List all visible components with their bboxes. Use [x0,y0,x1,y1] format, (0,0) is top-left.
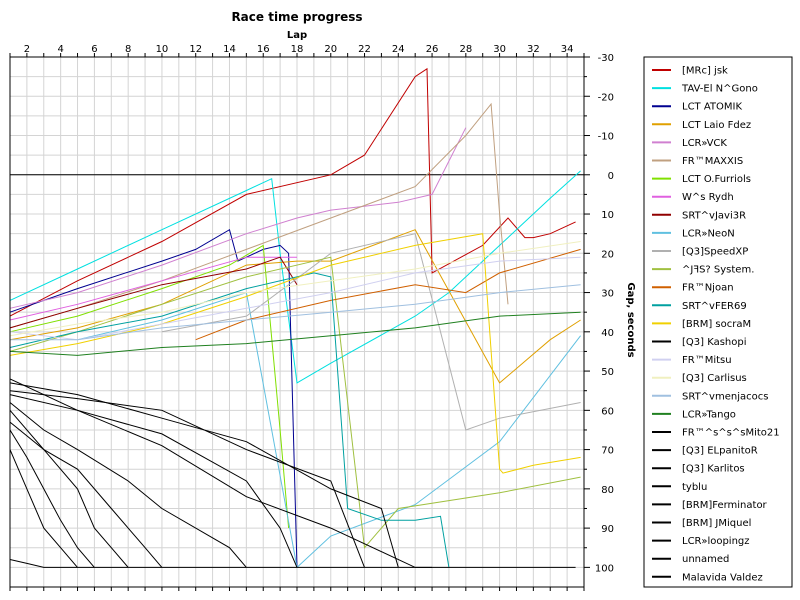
series-line-13 [9,272,450,568]
x-tick-label: 6 [91,44,97,55]
legend-label: [Q3] Karlitos [682,464,745,475]
legend-label: unnamed [682,554,729,565]
legend-label: LCT O.Furriols [682,174,751,185]
y-tick-label: 10 [601,210,614,221]
series-line-6 [9,244,290,529]
x-tick-label: 14 [223,44,236,55]
x-tick-label: 20 [324,44,337,55]
legend-label: Malavida Valdez [682,572,763,583]
legend-label: LCT Laio Fdez [682,120,751,131]
series-line-22 [9,394,298,568]
series-line-23 [9,402,247,568]
series-line-8 [9,256,298,329]
legend-label: SRT^vmenjacocs [682,391,768,402]
series-line-2 [9,228,298,568]
series-line-4 [9,127,467,309]
series-line-11 [9,256,581,549]
y-tick-label: -30 [598,53,614,64]
legend-label: LCR»VCK [682,138,727,149]
series-line-17 [9,241,581,337]
legend-label: LCR»loopingz [682,536,750,547]
series-line-0 [9,67,576,317]
legend-label: [BRM]Ferminator [682,500,768,511]
x-tick-label: 18 [291,44,304,55]
legend-label: FR™Njoan [682,283,734,294]
series-line-5 [9,102,509,329]
y-tick-label: 20 [601,249,614,260]
legend: [MRc] jsk TAV-El N^Gono LCT ATOMIK LCT Laio… [643,56,793,588]
y-tick-label: 30 [601,289,614,300]
legend-label: [BRM] JMiquel [682,518,751,529]
series-line-27 [9,449,78,568]
y-tick-label: 70 [601,446,614,457]
series-line-19 [9,311,581,356]
legend-label: TAV-El N^Gono [681,84,758,95]
x-tick-label: 30 [493,44,506,55]
series-line-7 [9,256,297,321]
y-tick-label: 60 [601,406,614,417]
x-tick-label: 32 [527,44,540,55]
x-axis-label: Lap [287,30,307,41]
legend-label: [BRM] socraM [682,319,751,330]
x-tick-label: 2 [24,44,30,55]
legend-label: LCR»Tango [682,409,736,420]
y-tick-label: 50 [601,367,614,378]
legend-label: [Q3] Carlisus [682,373,747,384]
y-tick-label: 0 [608,171,614,182]
y-ticks: -30 -20 -10 0 10 20 30 40 50 60 70 80 90 100 [584,53,614,574]
legend-label: W^s Rydh [682,192,734,203]
legend-label: FR™^s^s^sMito21 [682,428,780,439]
legend-label: [MRc] jsk [682,66,728,77]
legend-label: LCR»NeoN [682,228,735,239]
chart-title: Race time progress [231,10,362,24]
x-tick-label: 26 [426,44,439,55]
legend-box [643,56,793,588]
x-tick-label: 22 [358,44,371,55]
legend-label: [Q3] Kashopi [682,337,747,348]
x-tick-label: 16 [257,44,270,55]
legend-label: [Q3] ELpanitoR [682,446,758,457]
legend-label: [Q3]SpeedXP [682,247,748,258]
series-line-9 [77,291,581,569]
series-line-18 [10,284,581,341]
legend-label: FR™Mitsu [682,355,732,366]
x-tick-label: 34 [561,44,574,55]
legend-label: tyblu [682,482,707,493]
x-ticks: 2 4 6 8 10 12 14 16 18 20 22 24 26 28 30 32 34 [9,44,585,591]
series-line-10 [161,233,581,431]
x-tick-label: 10 [156,44,169,55]
y-tick-label: 40 [601,328,614,339]
legend-label: SRT^vJavi3R [682,210,746,221]
legend-label: FR™MAXXIS [682,156,743,167]
y-tick-label: -20 [598,92,614,103]
series-line-28 [9,559,576,568]
x-tick-label: 28 [459,44,472,55]
series-line-26 [9,429,95,568]
y-tick-label: 90 [601,524,614,535]
series-line-14 [9,233,581,474]
series-line-16 [9,256,581,341]
x-tick-label: 12 [189,44,202,55]
series-layer [9,67,581,569]
y-axis-label: Gap, seconds [625,282,636,357]
series-line-1 [9,170,581,384]
y-tick-label: 80 [601,485,614,496]
x-tick-label: 4 [57,44,63,55]
series-line-24 [9,409,163,568]
x-tick-label: 24 [392,44,405,55]
x-tick-label: 8 [125,44,131,55]
legend-label: LCT ATOMIK [682,102,742,113]
series-line-25 [9,421,129,568]
y-tick-label: 100 [595,563,614,574]
series-line-20 [9,382,399,568]
series-line-21 [9,390,365,568]
y-tick-label: -10 [598,132,614,143]
legend-label: SRT^vFER69 [682,301,747,312]
legend-label: ^JꟻS? System. [682,265,754,276]
